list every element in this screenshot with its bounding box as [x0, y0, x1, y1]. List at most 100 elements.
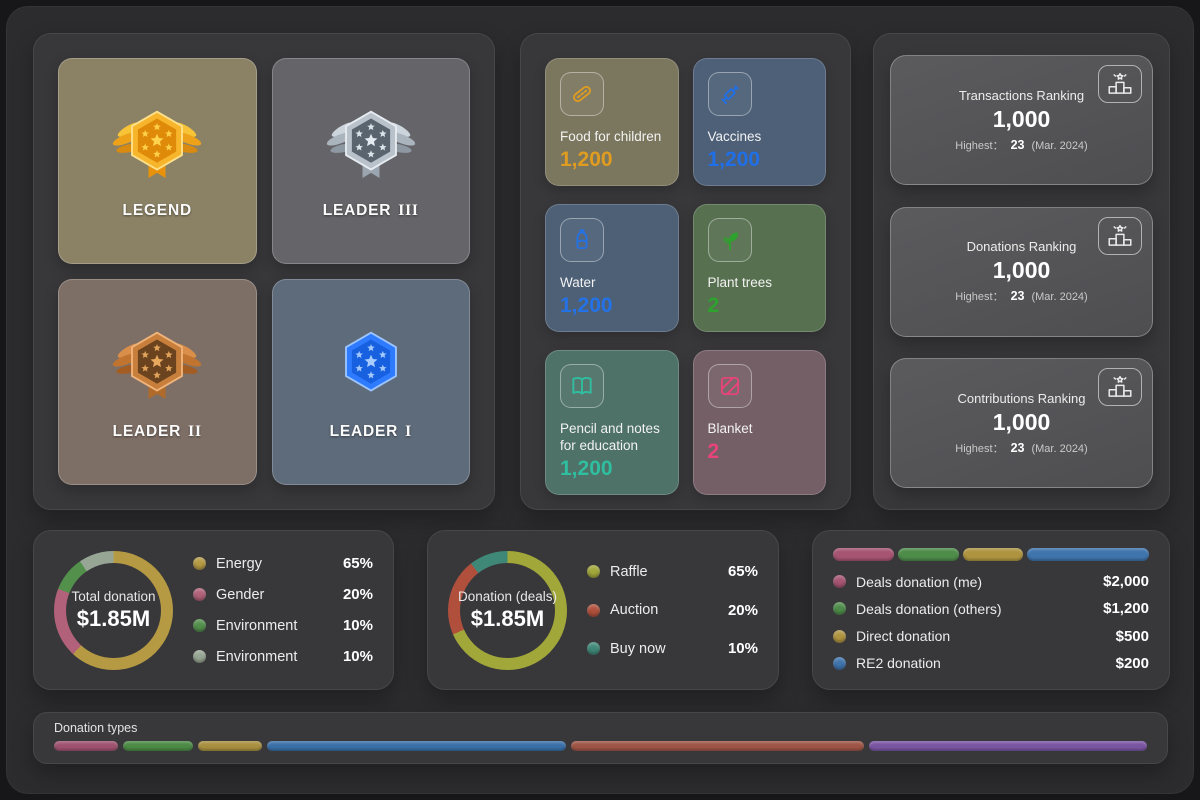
legend-dot — [833, 656, 846, 670]
legend-item: Buy now 10% — [587, 640, 758, 657]
leader1-blue-badge-icon — [320, 323, 422, 407]
category-value: 2 — [707, 293, 720, 317]
badge-card-legend[interactable]: LEGEND — [58, 58, 257, 264]
legend-dot — [193, 588, 206, 601]
donation-deals-donut-chart: Donation (deals) $1.85M — [448, 551, 567, 670]
category-label: Food for children — [560, 129, 662, 144]
category-label: Plant trees — [707, 274, 773, 290]
bar-segment — [962, 548, 1024, 561]
rankings-panel: Transactions Ranking 1,000 Highest： 23 (Ma… — [873, 33, 1170, 510]
total-donation-legend: Energy 65% Gender 20% Environment 10% Envir… — [173, 551, 373, 669]
bar-segment — [570, 741, 865, 751]
legend-dot — [833, 629, 846, 643]
badge-label: LEGEND — [122, 202, 192, 219]
donation-types-panel: Donation types — [33, 712, 1168, 764]
bar-segment — [1027, 548, 1149, 561]
syringe-icon — [707, 72, 752, 116]
category-label: Pencil and notes for education — [560, 420, 660, 453]
total-donation-panel: Total donation $1.85M Energy 65% Gender 20… — [33, 530, 394, 690]
podium-icon-button[interactable] — [1098, 65, 1142, 103]
blanket-icon — [707, 363, 752, 408]
bar-segment — [869, 741, 1148, 751]
bar-segment — [123, 741, 193, 751]
category-value: 1,200 — [560, 293, 613, 317]
legend-item: Direct donation $500 — [833, 628, 1149, 645]
legend-dot — [193, 557, 206, 570]
ranking-card-transactions[interactable]: Transactions Ranking 1,000 Highest： 23 (Ma… — [890, 55, 1153, 185]
category-value: 2 — [707, 439, 720, 463]
legend-dot — [587, 642, 600, 655]
legend-item: Auction 20% — [587, 602, 758, 619]
category-card-water[interactable]: Water 1,200 — [545, 203, 679, 332]
ranking-title: Contributions Ranking — [957, 390, 1086, 406]
leader3-silver-badge-icon — [320, 102, 422, 186]
badge-label: LEADER III — [322, 202, 419, 219]
ranking-card-donations[interactable]: Donations Ranking 1,000 Highest： 23 (Mar. … — [890, 206, 1153, 337]
leader2-bronze-badge-icon — [106, 323, 208, 407]
ranking-card-contributions[interactable]: Contributions Ranking 1,000 Highest： 23 (M… — [890, 358, 1153, 488]
donation-types-title: Donation types — [54, 721, 138, 735]
water-bottle-icon — [560, 217, 604, 262]
category-card-education[interactable]: Pencil and notes for education 1,200 — [545, 349, 679, 495]
legend-item: Environment 10% — [193, 617, 373, 634]
donation-deals-panel: Donation (deals) $1.85M Raffle 65% Auctio… — [427, 530, 779, 690]
legend-dot — [833, 575, 846, 588]
donut-center: Donation (deals) $1.85M — [457, 589, 558, 631]
legend-item: Raffle 65% — [587, 563, 758, 580]
food-icon — [560, 72, 604, 116]
legend-dot — [587, 603, 600, 617]
notebook-icon — [560, 363, 604, 408]
legend-dot — [193, 619, 206, 632]
category-value: 1,200 — [707, 147, 761, 171]
category-card-vaccines[interactable]: Vaccines 1,200 — [692, 58, 826, 186]
category-label: Water — [560, 274, 596, 290]
podium-icon-button[interactable] — [1098, 216, 1142, 255]
donation-types-stacked-bar — [54, 741, 1148, 751]
category-label: Blanket — [707, 420, 753, 436]
ranking-highest: Highest： 23 (Mar. 2024) — [955, 289, 1088, 303]
deals-donation-stacked-bar — [833, 548, 1149, 561]
deals-donation-panel: Deals donation (me) $2,000 Deals donation… — [812, 530, 1170, 690]
deals-donation-legend: Deals donation (me) $2,000 Deals donation… — [833, 573, 1149, 672]
ranking-highest: Highest： 23 (Mar. 2024) — [955, 137, 1088, 152]
category-card-plant-trees[interactable]: Plant trees 2 — [692, 203, 826, 332]
ranking-value: 1,000 — [992, 257, 1051, 283]
badge-card-leader-1[interactable]: LEADER I — [271, 279, 470, 485]
bar-segment — [197, 741, 262, 751]
donut-center: Total donation $1.85M — [71, 589, 156, 631]
badges-panel: LEGEND LEADER III LEADER II LEADER I — [33, 33, 495, 510]
bar-segment — [833, 548, 894, 561]
badge-label: LEADER II — [112, 423, 202, 440]
ranking-value: 1,000 — [992, 105, 1051, 132]
category-card-blanket[interactable]: Blanket 2 — [692, 349, 826, 495]
legend-item: Energy 65% — [193, 555, 373, 572]
badge-label: LEADER I — [329, 423, 412, 440]
total-donation-donut-chart: Total donation $1.85M — [54, 551, 173, 670]
donation-categories-panel: Food for children 1,200 Vaccines 1,200 W… — [520, 33, 851, 510]
legend-dot — [193, 650, 206, 663]
category-value: 1,200 — [560, 147, 613, 171]
legend-item: Gender 20% — [193, 586, 373, 603]
legend-item: Deals donation (others) $1,200 — [833, 600, 1149, 617]
category-value: 1,200 — [560, 456, 613, 480]
bar-segment — [266, 741, 566, 751]
ranking-title: Donations Ranking — [966, 239, 1077, 254]
ranking-highest: Highest： 23 (Mar. 2024) — [955, 440, 1088, 455]
legend-item: RE2 donation $200 — [833, 655, 1149, 672]
legend-item: Deals donation (me) $2,000 — [833, 573, 1149, 590]
legend-item: Environment 10% — [193, 648, 373, 665]
bar-segment — [897, 548, 959, 561]
legend-dot — [833, 602, 846, 616]
category-card-food[interactable]: Food for children 1,200 — [545, 58, 679, 186]
bar-segment — [54, 741, 119, 751]
category-label: Vaccines — [707, 129, 762, 144]
plant-icon — [707, 217, 752, 262]
donation-deals-legend: Raffle 65% Auction 20% Buy now 10% — [567, 551, 758, 669]
legend-gold-badge-icon — [106, 102, 208, 186]
podium-icon-button[interactable] — [1098, 368, 1142, 406]
legend-dot — [587, 565, 600, 578]
badge-card-leader-3[interactable]: LEADER III — [271, 58, 470, 264]
ranking-value: 1,000 — [992, 408, 1051, 435]
ranking-title: Transactions Ranking — [958, 87, 1085, 103]
badge-card-leader-2[interactable]: LEADER II — [58, 279, 257, 485]
